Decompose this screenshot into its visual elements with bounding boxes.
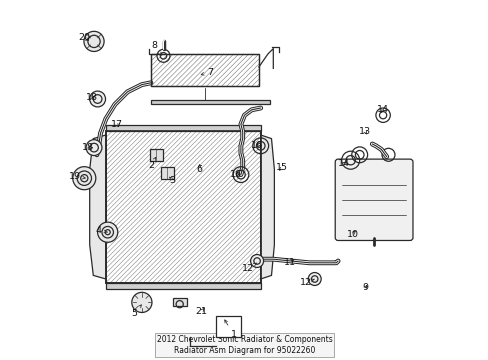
Circle shape bbox=[86, 140, 102, 156]
Text: 10: 10 bbox=[346, 230, 358, 239]
Bar bbox=[151, 54, 258, 86]
Text: 18: 18 bbox=[81, 143, 94, 152]
Text: 14: 14 bbox=[376, 105, 388, 114]
Text: 16: 16 bbox=[250, 141, 263, 150]
Bar bbox=[172, 298, 186, 306]
Text: 2: 2 bbox=[147, 157, 156, 170]
Text: 3: 3 bbox=[169, 176, 175, 185]
Text: 19: 19 bbox=[69, 172, 85, 181]
Text: 21: 21 bbox=[195, 307, 207, 316]
Text: 6: 6 bbox=[196, 165, 202, 174]
Text: 1: 1 bbox=[224, 320, 236, 339]
Text: 18: 18 bbox=[85, 93, 97, 102]
Text: 15: 15 bbox=[276, 163, 288, 172]
Bar bbox=[106, 125, 260, 131]
Circle shape bbox=[73, 167, 96, 190]
Bar bbox=[106, 131, 260, 283]
Text: 7: 7 bbox=[201, 68, 213, 77]
Text: 13: 13 bbox=[358, 127, 370, 136]
Text: 5: 5 bbox=[131, 305, 141, 318]
Text: 20: 20 bbox=[78, 33, 90, 42]
Text: 9: 9 bbox=[361, 284, 367, 292]
Circle shape bbox=[89, 91, 105, 107]
Bar bbox=[106, 131, 260, 283]
Text: 2012 Chevrolet Sonic Radiator & Components
Radiator Asm Diagram for 95022260: 2012 Chevrolet Sonic Radiator & Componen… bbox=[156, 335, 332, 355]
Text: 4: 4 bbox=[96, 226, 107, 235]
FancyBboxPatch shape bbox=[335, 159, 412, 240]
Bar bbox=[149, 149, 163, 161]
Polygon shape bbox=[260, 135, 274, 279]
Text: 16: 16 bbox=[229, 170, 241, 179]
Circle shape bbox=[250, 255, 263, 267]
Text: 11: 11 bbox=[283, 258, 295, 267]
Bar bbox=[215, 316, 241, 337]
Polygon shape bbox=[89, 135, 106, 279]
Text: 14: 14 bbox=[337, 159, 349, 168]
Bar bbox=[151, 100, 269, 104]
Circle shape bbox=[132, 292, 152, 312]
Text: 17: 17 bbox=[110, 120, 122, 129]
Bar bbox=[151, 54, 258, 86]
Text: 8: 8 bbox=[151, 41, 161, 55]
Circle shape bbox=[307, 273, 321, 285]
Text: 12: 12 bbox=[242, 263, 256, 273]
Bar bbox=[160, 167, 173, 179]
Circle shape bbox=[84, 31, 104, 51]
Circle shape bbox=[98, 222, 118, 242]
Text: 12: 12 bbox=[299, 278, 314, 287]
Bar bbox=[106, 283, 260, 289]
